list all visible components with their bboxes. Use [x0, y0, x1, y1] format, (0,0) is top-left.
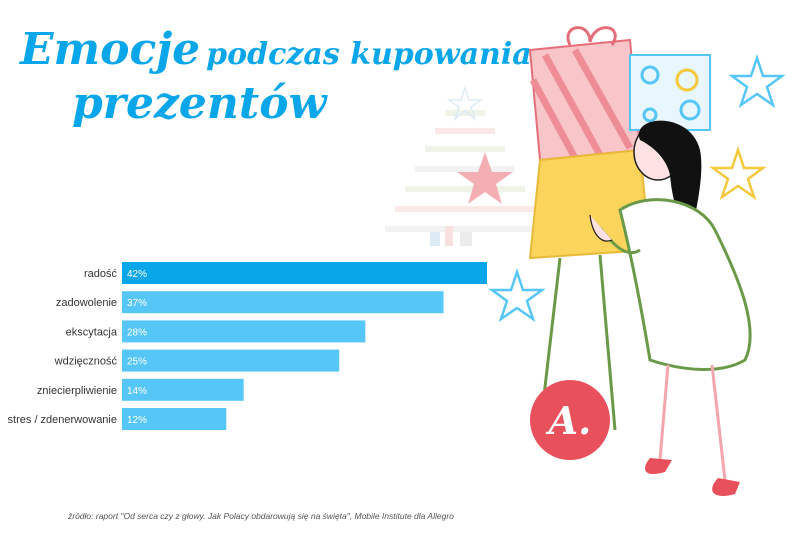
title-word-emocje: Emocje: [20, 24, 201, 75]
woman-carrying-gifts-illustration: [589, 120, 752, 497]
source-note: źródło: raport "Od serca czy z głowy. Ja…: [68, 511, 454, 521]
allegro-logo-text: A.: [546, 398, 592, 443]
bar-4: [122, 378, 244, 401]
value-label-5: 12%: [127, 415, 147, 426]
category-label-5: stres / zdenerwowanie: [8, 414, 117, 426]
category-label-1: zadowolenie: [56, 297, 117, 309]
value-label-4: 14%: [127, 386, 147, 397]
pink-striped-gift-icon: [528, 26, 642, 162]
bar-5: [122, 408, 227, 430]
blue-star-icon-lower: [488, 268, 546, 323]
bar-2: [122, 320, 366, 343]
bar-3: [122, 349, 340, 372]
pink-star-icon: [457, 152, 513, 204]
allegro-logo-circle: [530, 380, 610, 460]
category-label-0: radość: [84, 268, 118, 280]
bar-0: [122, 262, 487, 284]
category-label-4: zniecierpliwienie: [37, 385, 117, 397]
value-label-2: 28%: [127, 327, 147, 338]
value-label-0: 42%: [127, 269, 147, 280]
blue-dotted-gift-icon: [629, 54, 711, 131]
page-title-line1: Emocje podczas kupowania: [20, 28, 532, 72]
title-word-podczas-kupowania: podczas kupowania: [206, 37, 532, 72]
book-tree-illustration: [385, 85, 545, 246]
value-label-3: 25%: [127, 357, 147, 368]
bar-1: [122, 291, 444, 314]
category-label-2: ekscytacja: [66, 326, 118, 338]
tree-top-star-icon: [446, 85, 484, 122]
value-label-1: 37%: [127, 298, 147, 309]
page-title-line2: prezentów: [72, 78, 327, 129]
yellow-star-icon: [709, 146, 767, 201]
blue-star-icon: [728, 54, 786, 109]
category-label-3: wdzięczność: [54, 356, 118, 368]
